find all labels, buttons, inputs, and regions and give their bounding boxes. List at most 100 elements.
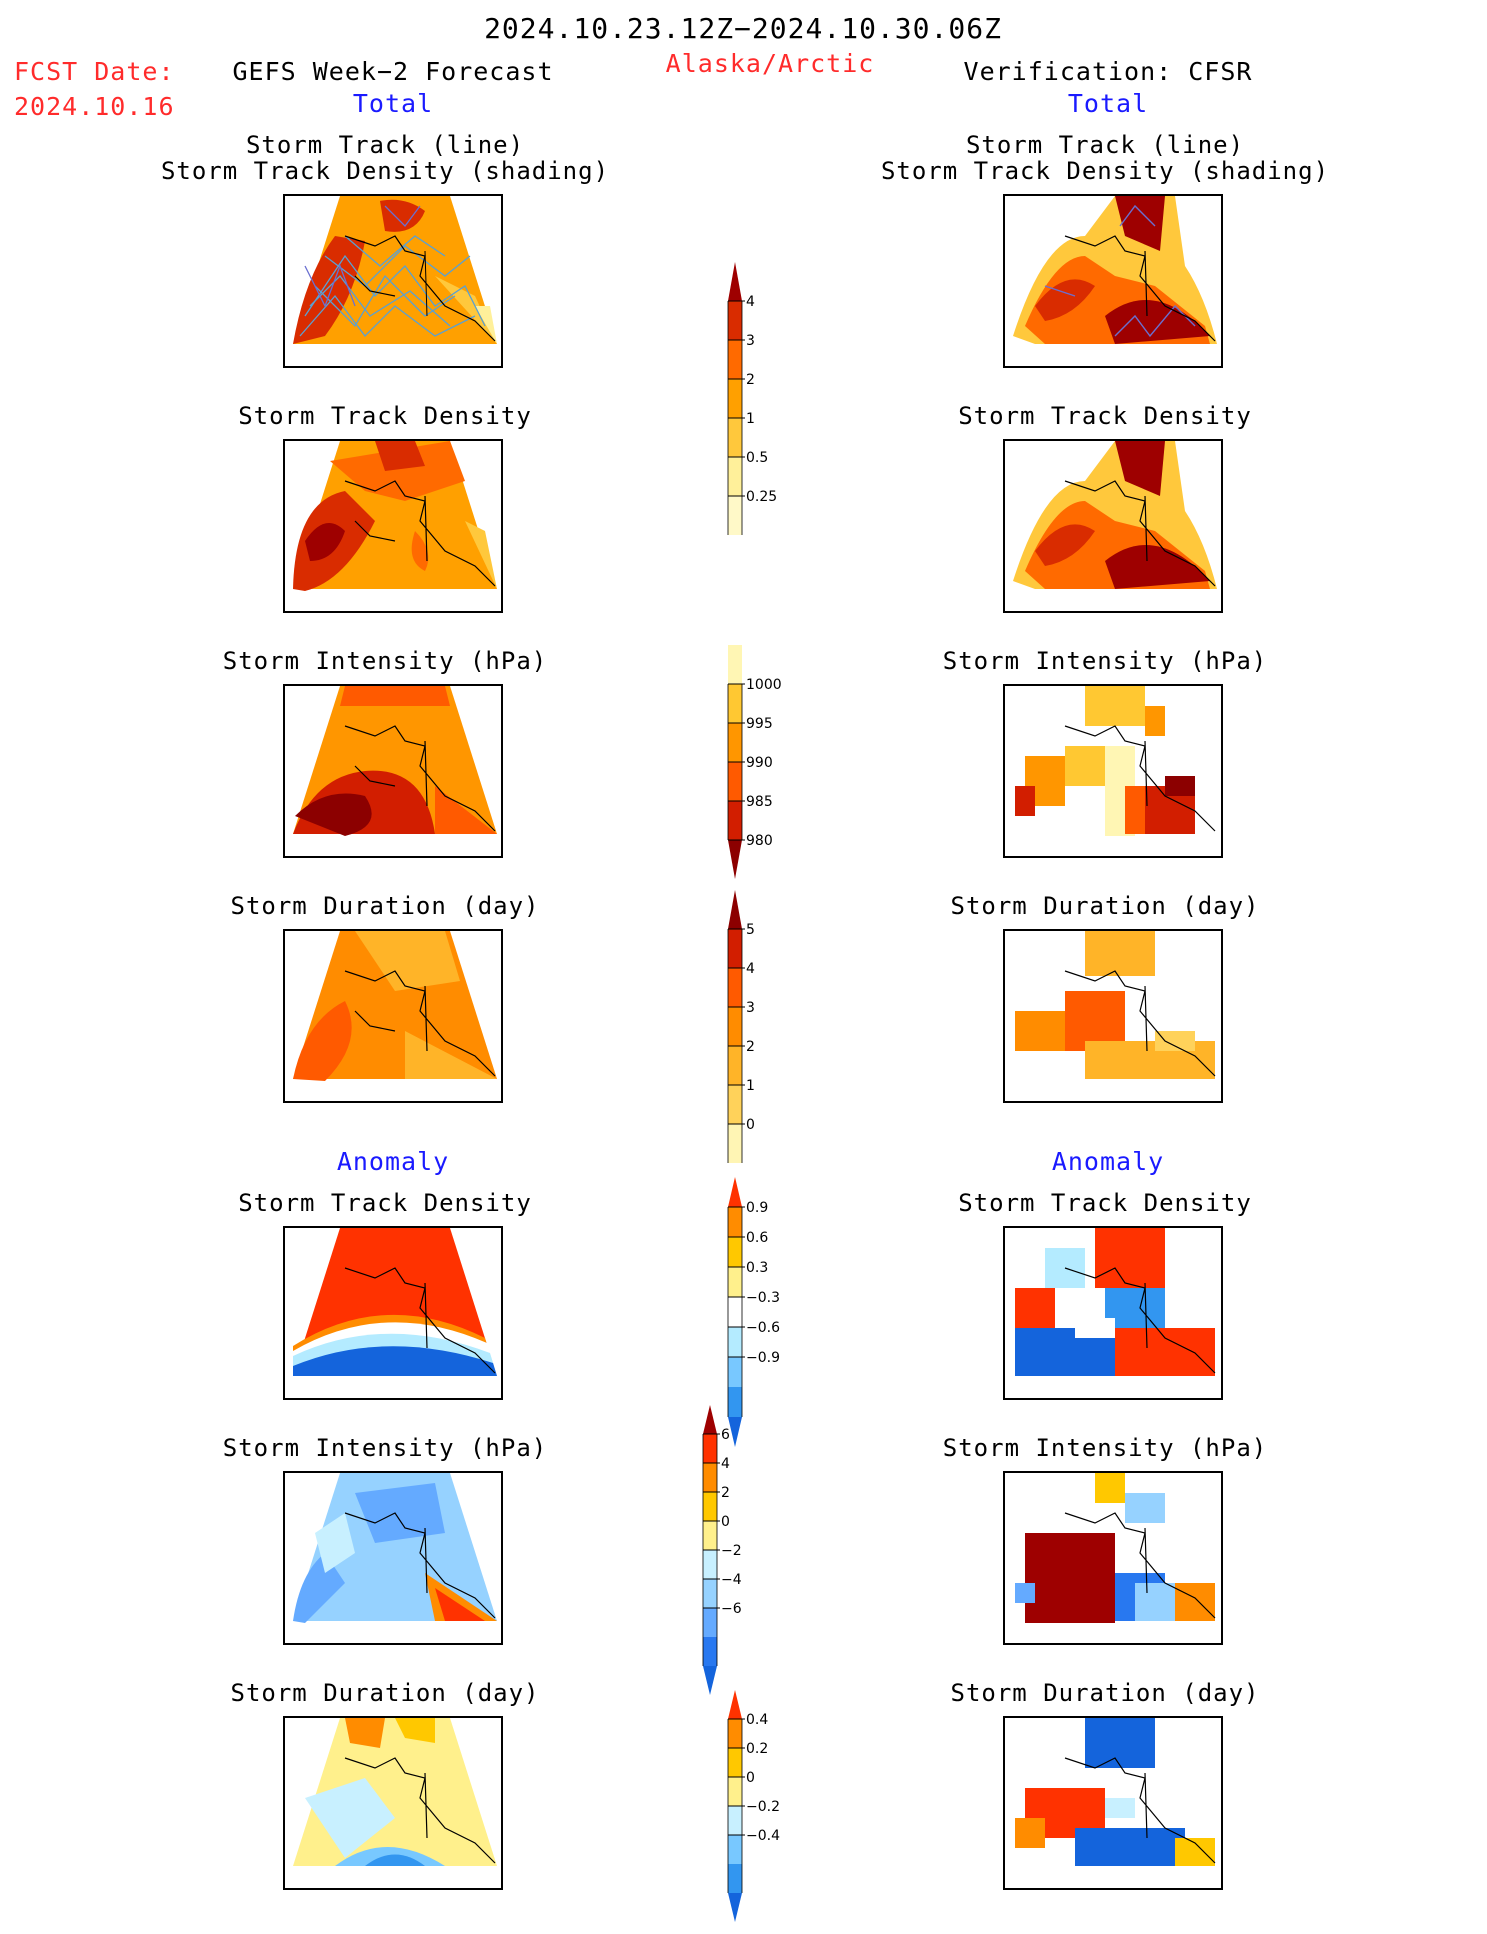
duration_total-swatch (728, 929, 742, 968)
left-anom-intensity-title: Storm Intensity (hPa) (222, 1434, 548, 1462)
density_anom-swatch (728, 1327, 742, 1357)
gefs-density-map (283, 439, 503, 613)
left-column-title: GEFS Week−2 Forecast (232, 57, 554, 86)
duration_total-tick-label: 4 (746, 961, 755, 977)
density_anom-swatch (728, 1387, 742, 1417)
cfsr-anom-intensity-map (1003, 1471, 1223, 1645)
duration_anom-swatch (728, 1893, 742, 1922)
density_total-tick-label: 1 (746, 411, 755, 427)
intensity_total-swatch (728, 762, 742, 801)
duration_anom-outline (727, 1719, 743, 1893)
intensity_total-swatch (728, 801, 742, 840)
left-intensity-title: Storm Intensity (hPa) (222, 647, 548, 675)
density_anom-swatch (728, 1207, 742, 1237)
density_total-swatch (728, 457, 742, 496)
density_anom-swatch (728, 1357, 742, 1387)
intensity_anom-tick-label: 6 (721, 1427, 730, 1443)
cfsr-anom-density-map (1003, 1226, 1223, 1400)
density_total-swatch (728, 379, 742, 418)
colorbar-density-total: 4 3 2 1 0.5 0.25 (720, 262, 800, 556)
gefs-anom-density-map (283, 1226, 503, 1400)
density_anom-swatch (728, 1267, 742, 1297)
intensity_anom-tick-label: 2 (721, 1485, 730, 1501)
intensity_total-swatch (728, 723, 742, 762)
right-anom-density-title: Storm Track Density (958, 1189, 1252, 1217)
intensity_total-swatch (728, 840, 742, 879)
density_total-tick-label: 0.25 (746, 489, 777, 505)
density_anom-tick-label: 0.9 (746, 1200, 768, 1216)
duration_anom-tick-label: 0.4 (746, 1712, 768, 1728)
intensity_anom-swatch (703, 1579, 717, 1608)
duration_total-outline (727, 929, 743, 1163)
density_total-swatch (728, 301, 742, 340)
intensity_anom-swatch (703, 1550, 717, 1579)
left-anomaly-label: Anomaly (336, 1147, 450, 1176)
left-anom-density-title: Storm Track Density (238, 1189, 532, 1217)
cfsr-anom-duration-map (1003, 1716, 1223, 1890)
density_total-swatch (728, 418, 742, 457)
right-anomaly-label: Anomaly (1051, 1147, 1165, 1176)
gefs-intensity-map (283, 684, 503, 858)
intensity_anom-swatch (703, 1405, 717, 1434)
duration_total-swatch (728, 1124, 742, 1163)
duration_total-tick-label: 1 (746, 1078, 755, 1094)
duration_anom-swatch (728, 1719, 742, 1748)
duration_anom-swatch (728, 1690, 742, 1719)
left-density-title: Storm Track Density (238, 402, 532, 430)
duration_total-swatch (728, 1046, 742, 1085)
left-track-shading-title: Storm Track Density (shading) (160, 157, 610, 185)
duration_anom-tick-label: −0.4 (746, 1828, 780, 1844)
duration_total-swatch (728, 1007, 742, 1046)
colorbar-density-anom: 0.9 0.6 0.3 −0.3 −0.6 −0.9 (720, 1177, 800, 1461)
intensity_total-tick-label: 980 (746, 833, 773, 849)
duration_total-swatch (728, 968, 742, 1007)
duration_total-tick-label: 3 (746, 1000, 755, 1016)
gefs-anom-duration-map (283, 1716, 503, 1890)
right-total-label: Total (1067, 89, 1149, 118)
right-duration-title: Storm Duration (day) (950, 892, 1260, 920)
duration_anom-swatch (728, 1777, 742, 1806)
region-title: Alaska/Arctic (665, 49, 875, 78)
density_anom-tick-label: 0.6 (746, 1230, 768, 1246)
gefs-track-map (283, 194, 503, 368)
intensity_total-tick-label: 1000 (746, 677, 782, 693)
density_anom-swatch (728, 1417, 742, 1447)
intensity_anom-swatch (703, 1492, 717, 1521)
intensity_anom-tick-label: 0 (721, 1514, 730, 1530)
intensity_total-tick-label: 990 (746, 755, 773, 771)
right-intensity-title: Storm Intensity (hPa) (942, 647, 1268, 675)
intensity_anom-tick-label: −6 (721, 1601, 742, 1617)
duration_anom-swatch (728, 1864, 742, 1893)
density_anom-tick-label: 0.3 (746, 1260, 768, 1276)
duration_anom-tick-label: −0.2 (746, 1799, 780, 1815)
intensity_total-swatch (728, 684, 742, 723)
density_total-outline (727, 301, 743, 535)
cfsr-track-map (1003, 194, 1223, 368)
intensity_anom-swatch (703, 1463, 717, 1492)
gefs-duration-map (283, 929, 503, 1103)
cfsr-intensity-map (1003, 684, 1223, 858)
duration_total-tick-label: 0 (746, 1117, 755, 1133)
density_anom-swatch (728, 1237, 742, 1267)
density_anom-tick-label: −0.3 (746, 1290, 780, 1306)
duration_anom-tick-label: 0.2 (746, 1741, 768, 1757)
duration_total-tick-label: 5 (746, 922, 755, 938)
density_total-tick-label: 2 (746, 372, 755, 388)
forecast-period: 2024.10.23.12Z−2024.10.30.06Z (484, 12, 1002, 45)
fcst-date-label: FCST Date: (14, 57, 175, 86)
duration_anom-swatch (728, 1835, 742, 1864)
density_total-tick-label: 0.5 (746, 450, 768, 466)
intensity_total-tick-label: 985 (746, 794, 773, 810)
gefs-anom-intensity-map (283, 1471, 503, 1645)
intensity_total-outline (727, 684, 743, 840)
density_total-swatch (728, 496, 742, 535)
intensity_total-tick-label: 995 (746, 716, 773, 732)
intensity_anom-swatch (703, 1434, 717, 1463)
right-track-shading-title: Storm Track Density (shading) (880, 157, 1330, 185)
colorbar-duration-total: 5 4 3 2 1 0 (720, 890, 800, 1174)
right-anom-intensity-title: Storm Intensity (hPa) (942, 1434, 1268, 1462)
colorbar-intensity-total: 1000 995 990 985 980 (720, 645, 800, 889)
intensity_total-swatch (728, 645, 742, 684)
intensity_anom-swatch (703, 1608, 717, 1637)
density_anom-tick-label: −0.6 (746, 1320, 780, 1336)
